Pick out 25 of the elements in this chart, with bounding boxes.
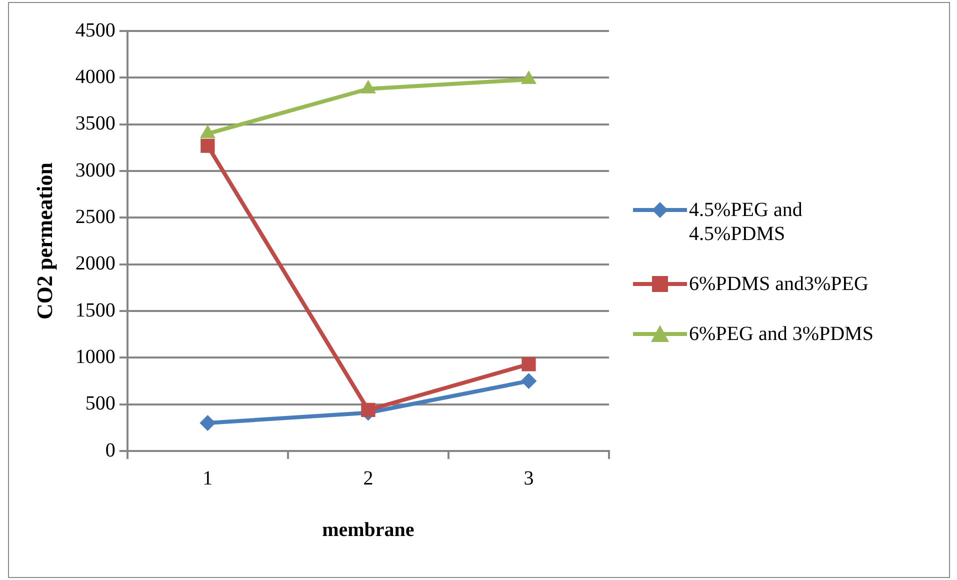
y-axis-title: CO2 permeation <box>32 162 57 320</box>
point <box>520 70 537 84</box>
y-tick-label: 1000 <box>75 346 116 368</box>
x-axis-title: membrane <box>322 519 414 542</box>
legend-label: 6%PDMS and3%PEG <box>689 272 870 296</box>
y-tick-label: 4500 <box>75 19 116 42</box>
point <box>200 124 216 138</box>
y-tick-label: 0 <box>105 439 116 462</box>
y-tick-label: 2500 <box>75 206 116 228</box>
legend-label: 6%PEG and 3%PDMS <box>689 322 874 346</box>
x-tick-label: 1 <box>202 467 213 490</box>
point <box>520 373 537 389</box>
point <box>522 357 536 372</box>
point <box>361 402 376 418</box>
point <box>360 80 376 94</box>
legend-label: 4.5%PEG and 4.5%PDMS <box>689 198 804 246</box>
y-tick-label: 1500 <box>75 299 116 322</box>
x-tick-label: 3 <box>524 467 534 490</box>
y-tick-label: 3500 <box>75 112 116 135</box>
y-tick-label: 500 <box>85 392 116 415</box>
x-tick-label: 2 <box>363 467 374 490</box>
y-tick-label: 3000 <box>75 159 116 182</box>
y-tick-label: 4000 <box>75 66 116 88</box>
point <box>200 415 216 431</box>
y-tick-label: 2000 <box>75 252 116 275</box>
